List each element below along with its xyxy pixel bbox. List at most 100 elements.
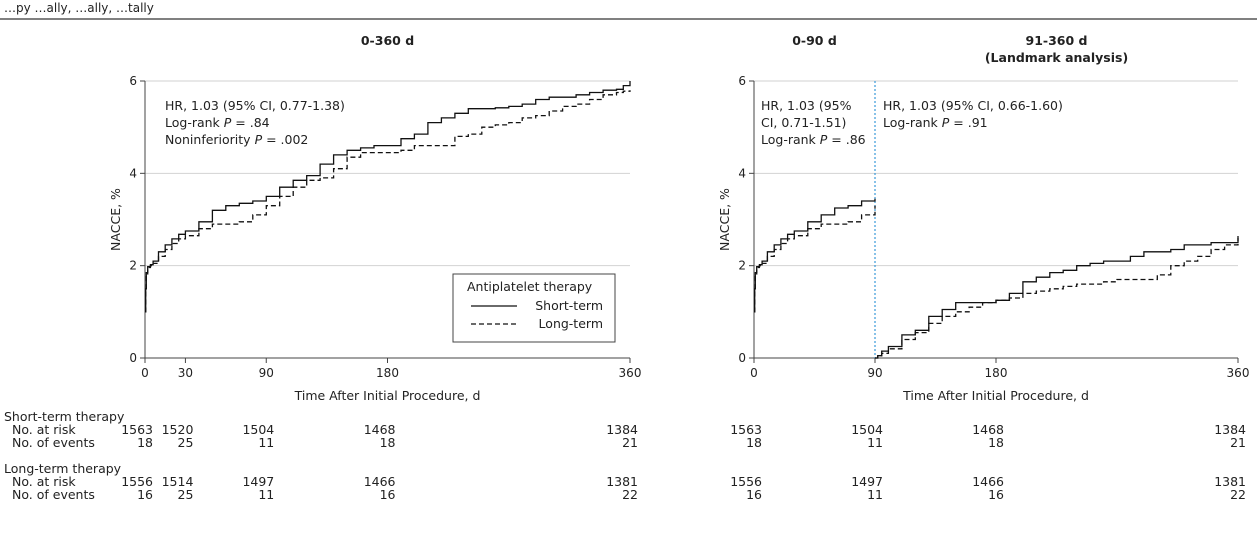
risk-table-cell: 1384 (1214, 422, 1246, 437)
risk-row-label: No. of events (12, 487, 95, 502)
risk-table-cell: 16 (988, 487, 1004, 502)
panel-subtitle: 91-360 d (1026, 33, 1088, 48)
risk-table-cell: 1466 (364, 474, 396, 489)
y-tick-label: 6 (738, 74, 746, 88)
risk-table-cell: 1468 (364, 422, 396, 437)
risk-row-label: No. of events (12, 435, 95, 450)
x-tick-label: 360 (619, 366, 642, 380)
annotation-run: Log-rank (165, 115, 224, 130)
risk-table-cell: 11 (867, 487, 883, 502)
risk-table-cell: 25 (178, 487, 194, 502)
annotation-run: = .002 (262, 132, 308, 147)
y-tick-label: 4 (129, 166, 137, 180)
series-curve-long-term-late (875, 235, 1239, 359)
risk-table-cell: 1497 (851, 474, 883, 489)
risk-table-cell: 1556 (121, 474, 153, 489)
risk-table-cell: 18 (380, 435, 396, 450)
y-axis-label: NACCE, % (717, 188, 732, 251)
chart-panel-0: 0 2 4 6 0 30 90 180 360 Time After Initial Proced… (4, 33, 641, 502)
annotation-run: = .86 (827, 132, 865, 147)
risk-table-cell: 1514 (162, 474, 194, 489)
x-tick-label: 180 (985, 366, 1008, 380)
x-tick-label: 0 (141, 366, 149, 380)
risk-table-cell: 1384 (606, 422, 638, 437)
hr-annotation-late-line-0: HR, 1.03 (95% CI, 0.66-1.60) (883, 98, 1063, 113)
y-tick-label: 2 (129, 259, 137, 273)
series-curve-long-term (145, 90, 631, 313)
risk-table-cell: 16 (380, 487, 396, 502)
legend-entry-1: Long-term (539, 316, 603, 331)
hr-annotation-early-line-2: Log-rank P = .86 (761, 132, 866, 147)
hr-annotation-line-1: Log-rank P = .84 (165, 115, 270, 130)
risk-table-cell: 11 (258, 487, 274, 502)
annotation-run: P (255, 132, 263, 147)
annotation-run: Noninferiority (165, 132, 255, 147)
x-tick-label: 30 (178, 366, 193, 380)
y-tick-label: 6 (129, 74, 137, 88)
risk-row-label: No. at risk (12, 474, 76, 489)
risk-table-cell: 21 (622, 435, 638, 450)
risk-table-cell: 1466 (972, 474, 1004, 489)
risk-table-cell: 16 (137, 487, 153, 502)
x-tick-label: 180 (376, 366, 399, 380)
risk-group-label: Long-term therapy (4, 461, 122, 476)
x-tick-label: 360 (1227, 366, 1250, 380)
annotation-run: = .91 (949, 115, 987, 130)
series-curve-long-term-early (754, 205, 876, 313)
risk-table-cell: 25 (178, 435, 194, 450)
risk-table-cell: 1504 (242, 422, 274, 437)
annotation-run: P (820, 132, 828, 147)
risk-table-cell: 1468 (972, 422, 1004, 437)
annotation-run: P (224, 115, 232, 130)
risk-table-cell: 18 (137, 435, 153, 450)
risk-table-cell: 1497 (242, 474, 274, 489)
x-tick-label: 0 (750, 366, 758, 380)
risk-table-cell: 1504 (851, 422, 883, 437)
series-curve-short-term (145, 81, 631, 313)
y-tick-label: 4 (738, 166, 746, 180)
risk-table-cell: 1556 (730, 474, 762, 489)
risk-table-cell: 1520 (162, 422, 194, 437)
annotation-run: CI, 0.71-1.51) (761, 115, 846, 130)
risk-table-cell: 11 (867, 435, 883, 450)
x-axis-label: Time After Initial Procedure, d (902, 388, 1089, 403)
series-curve-short-term-late (875, 238, 1239, 359)
risk-table-cell: 1381 (606, 474, 638, 489)
x-axis-label: Time After Initial Procedure, d (294, 388, 481, 403)
risk-row-label: No. at risk (12, 422, 76, 437)
chart-panel-1: 0 2 4 6 0 90 180 360 Time After Initial Procedur… (717, 33, 1249, 502)
annotation-run: HR, 1.03 (95% (761, 98, 852, 113)
annotation-run: HR, 1.03 (95% CI, 0.66-1.60) (883, 98, 1063, 113)
annotation-run: = .84 (231, 115, 269, 130)
x-tick-label: 90 (259, 366, 274, 380)
annotation-run: Log-rank (761, 132, 820, 147)
series-curve-short-term-early (754, 198, 876, 313)
legend-box (452, 273, 616, 343)
legend-entry-0: Short-term (535, 298, 603, 313)
risk-table-cell: 18 (988, 435, 1004, 450)
risk-table-cell: 22 (622, 487, 638, 502)
risk-table-cell: 21 (1230, 435, 1246, 450)
panel-title: 0-90 d (792, 33, 837, 48)
y-tick-label: 0 (129, 351, 137, 365)
legend: Antiplatelet therapy Short-term Long-term (452, 273, 616, 343)
risk-group-label: Short-term therapy (4, 409, 125, 424)
hr-annotation-line-0: HR, 1.03 (95% CI, 0.77-1.38) (165, 98, 345, 113)
annotation-run: Log-rank (883, 115, 942, 130)
y-tick-label: 0 (738, 351, 746, 365)
risk-table-cell: 11 (258, 435, 274, 450)
risk-table-cell: 18 (746, 435, 762, 450)
hr-annotation-line-2: Noninferiority P = .002 (165, 132, 308, 147)
hr-annotation-early-line-1: CI, 0.71-1.51) (761, 115, 846, 130)
panel-title: 0-360 d (361, 33, 414, 48)
risk-table-cell: 16 (746, 487, 762, 502)
risk-table-cell: 1381 (1214, 474, 1246, 489)
panel-subtitle-2: (Landmark analysis) (985, 50, 1128, 65)
annotation-run: HR, 1.03 (95% CI, 0.77-1.38) (165, 98, 345, 113)
hr-annotation-late-line-1: Log-rank P = .91 (883, 115, 988, 130)
risk-table-cell: 22 (1230, 487, 1246, 502)
hr-annotation-early-line-0: HR, 1.03 (95% (761, 98, 852, 113)
x-tick-label: 90 (867, 366, 882, 380)
